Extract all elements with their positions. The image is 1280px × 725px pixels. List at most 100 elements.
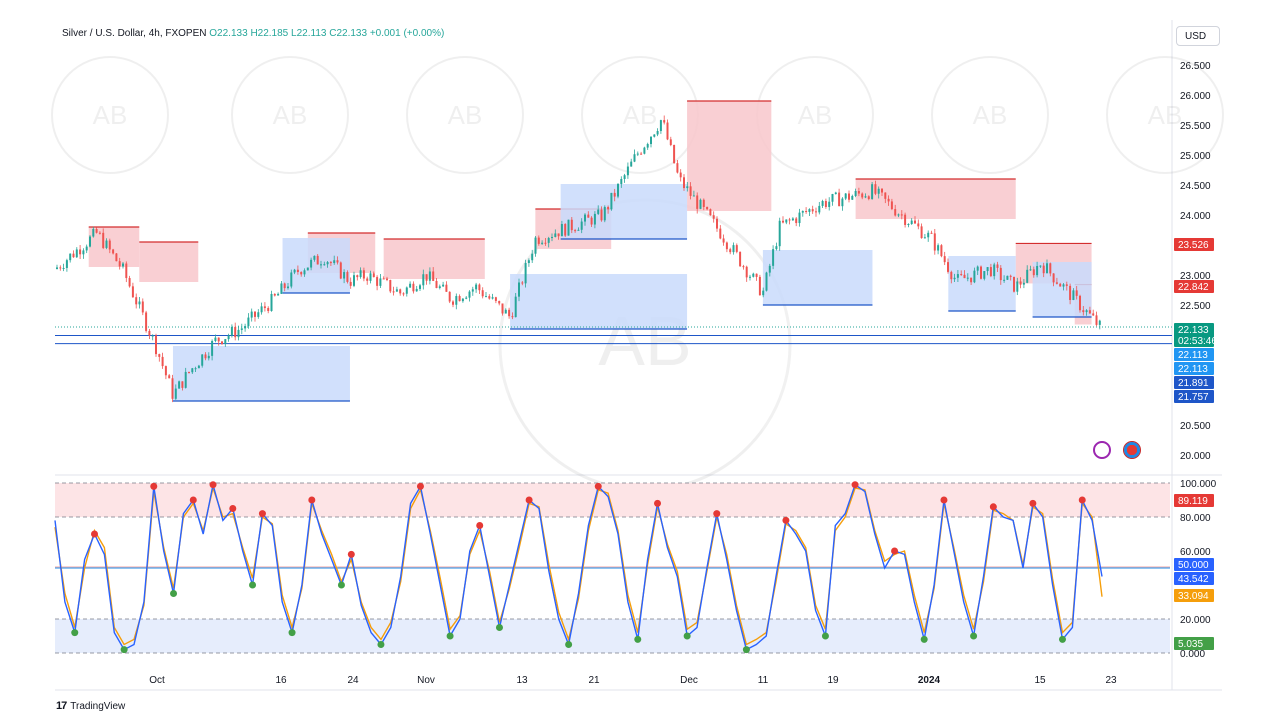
candle-body [475, 284, 478, 290]
candle-body [323, 264, 326, 266]
tradingview-logo[interactable]: 17 TradingView [56, 700, 125, 712]
candle-body [663, 120, 666, 123]
watermark-seal-icon [231, 56, 349, 174]
candle-body [887, 198, 890, 202]
candle-body [386, 278, 388, 280]
price-tick-label: 26.500 [1180, 61, 1211, 72]
candle-body [917, 223, 920, 227]
candle-body [432, 271, 435, 281]
candle-body [115, 253, 118, 262]
candle-body [646, 144, 649, 148]
candle-body [541, 242, 544, 244]
candle-body [409, 283, 412, 288]
candle-body [346, 272, 349, 282]
candle-body [551, 236, 553, 239]
candle-body [729, 249, 732, 253]
us-flag-icon[interactable] [1123, 441, 1141, 459]
candle-body [600, 209, 603, 221]
stoch-tick-label: 60.000 [1180, 547, 1211, 558]
time-tick-label: 24 [347, 675, 359, 686]
candle-body [966, 277, 969, 279]
stoch-tick-label: 80.000 [1180, 513, 1211, 524]
candle-body [980, 266, 982, 279]
candle-body [963, 274, 966, 279]
candle-body [920, 226, 923, 239]
stoch-value-label-bg [1174, 572, 1214, 585]
candle-body [725, 242, 728, 250]
candle-body [161, 356, 164, 367]
candle-body [135, 297, 138, 305]
candle-body [122, 263, 124, 267]
candle-body [864, 196, 867, 198]
support-zone [762, 250, 873, 305]
candle-body [102, 232, 105, 248]
candle-body [907, 223, 910, 225]
candle-body [659, 120, 662, 132]
stoch-peak-marker [851, 481, 859, 489]
time-tick-label: 13 [516, 675, 528, 686]
candle-body [181, 381, 184, 388]
watermark-seal-icon [406, 56, 524, 174]
candle-body [89, 236, 91, 247]
stoch-trough-marker [683, 632, 691, 640]
candle-body [874, 184, 877, 194]
candle-body [953, 277, 956, 280]
candle-body [349, 281, 352, 286]
candle-body [300, 272, 303, 275]
candle-body [950, 271, 953, 280]
candle-body [310, 259, 313, 268]
candle-body [270, 293, 273, 311]
candle-body [320, 264, 322, 266]
candle-body [488, 296, 491, 299]
stoch-peak-marker [782, 516, 790, 524]
resistance-zone [687, 101, 772, 211]
candle-body [1029, 269, 1032, 271]
candle-body [841, 198, 844, 207]
stoch-tick-label: 0.000 [1180, 649, 1205, 660]
currency-button[interactable]: USD [1176, 26, 1220, 46]
candle-body [696, 195, 699, 209]
stoch-peak-marker [989, 503, 997, 511]
stoch-trough-marker [337, 581, 345, 589]
candle-body [498, 300, 501, 304]
candle-body [821, 200, 824, 206]
stoch-value-label-bg [1174, 494, 1214, 507]
candle-body [1006, 275, 1009, 280]
candle-body [412, 283, 415, 292]
stoch-trough-marker [495, 624, 503, 631]
candle-body [613, 192, 616, 197]
candle-body [197, 365, 200, 369]
candle-body [848, 193, 850, 200]
candle-body [861, 193, 864, 198]
candle-body [221, 341, 223, 344]
candle-body [234, 326, 237, 338]
candle-body [75, 249, 78, 258]
candle-body [623, 175, 626, 179]
candle-body [250, 311, 253, 318]
candle-body [1075, 290, 1078, 296]
candle-body [630, 161, 633, 167]
candle-body [567, 219, 570, 236]
stoch-peak-marker [891, 547, 899, 555]
candle-body [445, 284, 448, 292]
lightning-icon[interactable] [1093, 441, 1111, 459]
candle-body [1013, 276, 1015, 292]
price-label-bg-resistance [1174, 280, 1214, 293]
candle-body [590, 217, 593, 225]
candle-body [527, 260, 530, 264]
candles-group [56, 115, 1101, 403]
candle-body [755, 273, 758, 277]
candle-body [910, 220, 913, 224]
stoch-peak-marker [229, 505, 237, 512]
candle-body [772, 249, 775, 266]
candle-body [986, 267, 989, 272]
time-tick-label: Dec [680, 675, 698, 686]
price-label-bg-support [1174, 390, 1214, 403]
candle-body [1059, 283, 1062, 287]
tradingview-brand: TradingView [70, 700, 126, 712]
candle-body [676, 163, 679, 173]
price-label-bg-support [1174, 376, 1214, 389]
candle-body [112, 249, 115, 254]
